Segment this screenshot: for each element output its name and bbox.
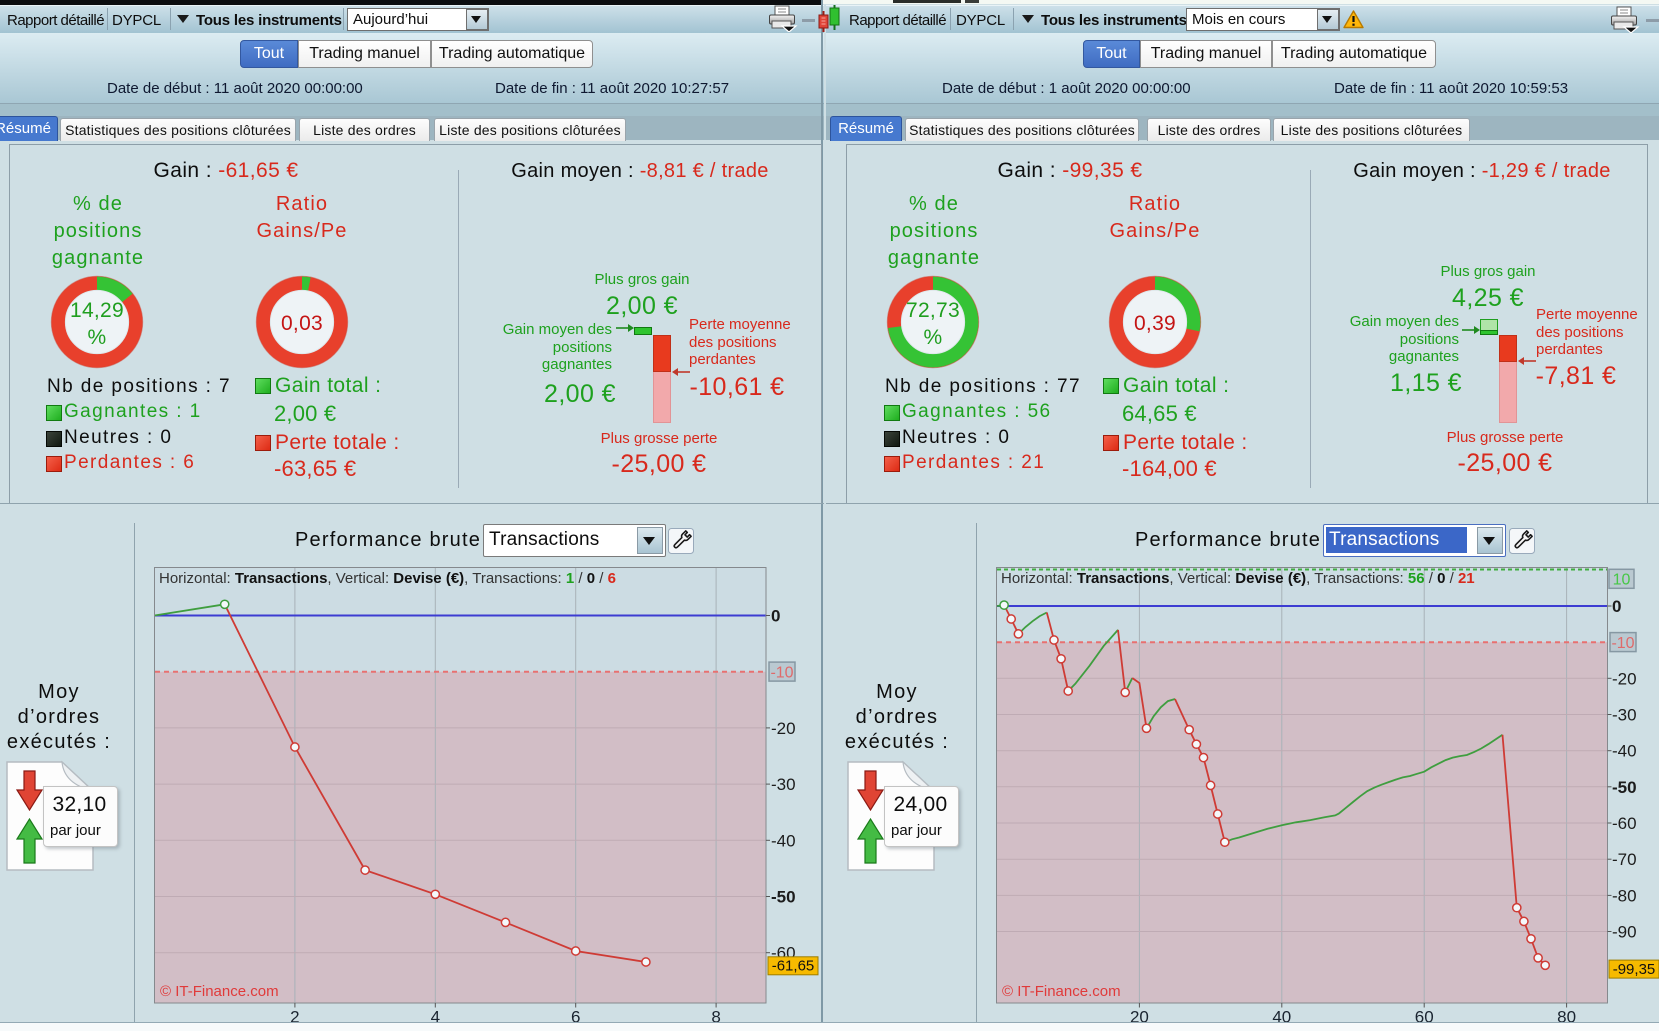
svg-text:72,73: 72,73 <box>906 299 960 322</box>
svg-text:-60: -60 <box>1612 814 1637 833</box>
svg-text:6: 6 <box>571 1008 580 1027</box>
svg-text:-30: -30 <box>771 775 796 794</box>
svg-text:© IT-Finance.com: © IT-Finance.com <box>160 983 279 1000</box>
svg-text:-90: -90 <box>1612 923 1637 942</box>
svg-text:-80: -80 <box>1612 886 1637 905</box>
svg-text:10: 10 <box>1613 572 1631 589</box>
svg-text:0: 0 <box>1612 597 1621 616</box>
svg-text:60: 60 <box>1415 1008 1434 1027</box>
svg-text:-10: -10 <box>770 664 793 681</box>
svg-text:20: 20 <box>1130 1008 1149 1027</box>
svg-text:%: % <box>88 326 107 349</box>
svg-text:-40: -40 <box>771 831 796 850</box>
svg-text:0,39: 0,39 <box>1134 312 1176 335</box>
svg-text:8: 8 <box>711 1008 720 1027</box>
svg-text:-20: -20 <box>1612 669 1637 688</box>
svg-text:-61,65: -61,65 <box>772 958 815 975</box>
svg-text:-50: -50 <box>771 888 796 907</box>
svg-text:-70: -70 <box>1612 850 1637 869</box>
svg-text:-20: -20 <box>771 719 796 738</box>
svg-text:-40: -40 <box>1612 742 1637 761</box>
svg-text:0,03: 0,03 <box>281 312 323 335</box>
svg-text:2: 2 <box>290 1008 299 1027</box>
svg-text:40: 40 <box>1272 1008 1291 1027</box>
svg-text:%: % <box>924 326 943 349</box>
svg-text:Horizontal: Transactions, Vert: Horizontal: Transactions, Vertical: Devi… <box>1001 570 1475 587</box>
svg-text:80: 80 <box>1557 1008 1576 1027</box>
svg-text:14,29: 14,29 <box>70 299 124 322</box>
svg-text:-30: -30 <box>1612 706 1637 725</box>
svg-text:-99,35: -99,35 <box>1613 961 1656 978</box>
svg-text:Horizontal: Transactions, Vert: Horizontal: Transactions, Vertical: Devi… <box>159 570 616 587</box>
svg-text:4: 4 <box>431 1008 440 1027</box>
svg-text:© IT-Finance.com: © IT-Finance.com <box>1002 983 1121 1000</box>
svg-text:-10: -10 <box>1611 635 1634 652</box>
svg-text:0: 0 <box>771 607 780 626</box>
svg-text:-50: -50 <box>1612 778 1637 797</box>
